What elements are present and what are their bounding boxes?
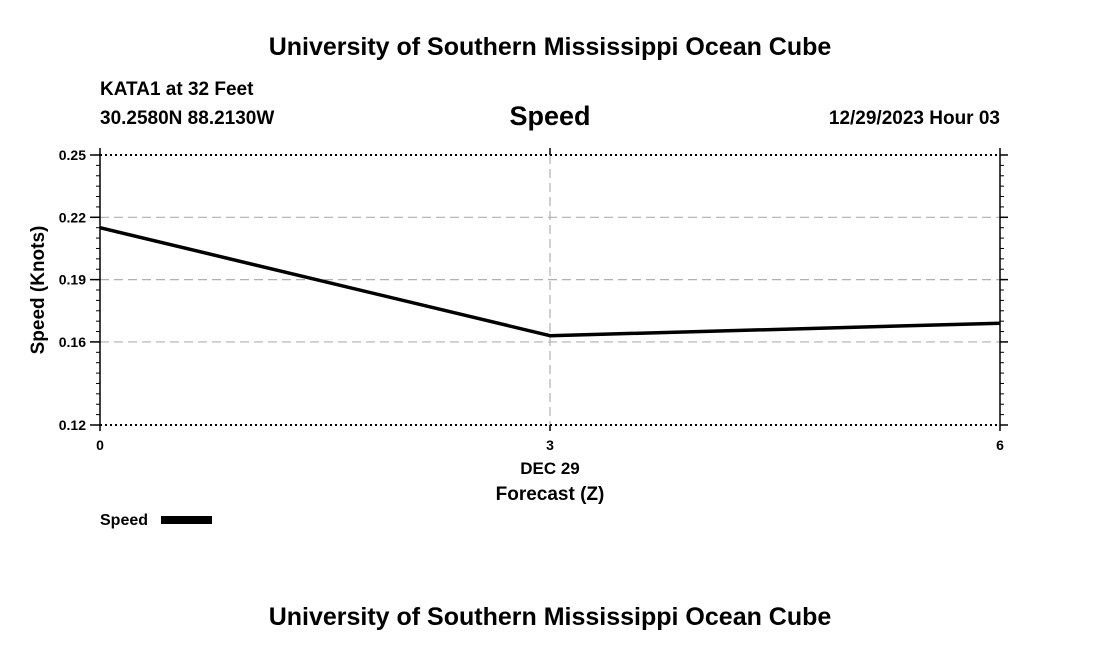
y-tick-label: 0.22 bbox=[59, 209, 86, 225]
station-label: KATA1 at 32 Feet bbox=[100, 79, 254, 100]
series-line-speed bbox=[99, 225, 1001, 338]
x-tick-label: 6 bbox=[996, 437, 1004, 453]
axis-ticks bbox=[90, 148, 1008, 431]
y-tick-label: 0.12 bbox=[59, 417, 86, 433]
tick-labels: 0.25 0.22 0.19 0.16 0.12 0 3 6 bbox=[59, 147, 1004, 453]
chart-title: Speed bbox=[509, 101, 590, 131]
grid-lines bbox=[100, 155, 1000, 425]
x-tick-label: 3 bbox=[546, 437, 554, 453]
y-axis-label: Speed (Knots) bbox=[28, 226, 49, 355]
legend: Speed bbox=[100, 512, 212, 529]
x-tick-label: 0 bbox=[96, 437, 104, 453]
location-label: 30.2580N 88.2130W bbox=[100, 108, 274, 129]
y-tick-label: 0.16 bbox=[59, 334, 86, 350]
x-axis-label: Forecast (Z) bbox=[496, 484, 605, 505]
y-tick-label: 0.25 bbox=[59, 147, 86, 163]
legend-swatch bbox=[161, 516, 212, 524]
footer-title: University of Southern Mississippi Ocean… bbox=[269, 603, 832, 631]
y-tick-label: 0.19 bbox=[59, 272, 86, 288]
page-title: University of Southern Mississippi Ocean… bbox=[269, 33, 832, 61]
legend-label: Speed bbox=[100, 512, 148, 529]
series-group bbox=[99, 225, 1001, 338]
x-date-label: DEC 29 bbox=[520, 459, 580, 478]
datetime-label: 12/29/2023 Hour 03 bbox=[829, 108, 1000, 129]
